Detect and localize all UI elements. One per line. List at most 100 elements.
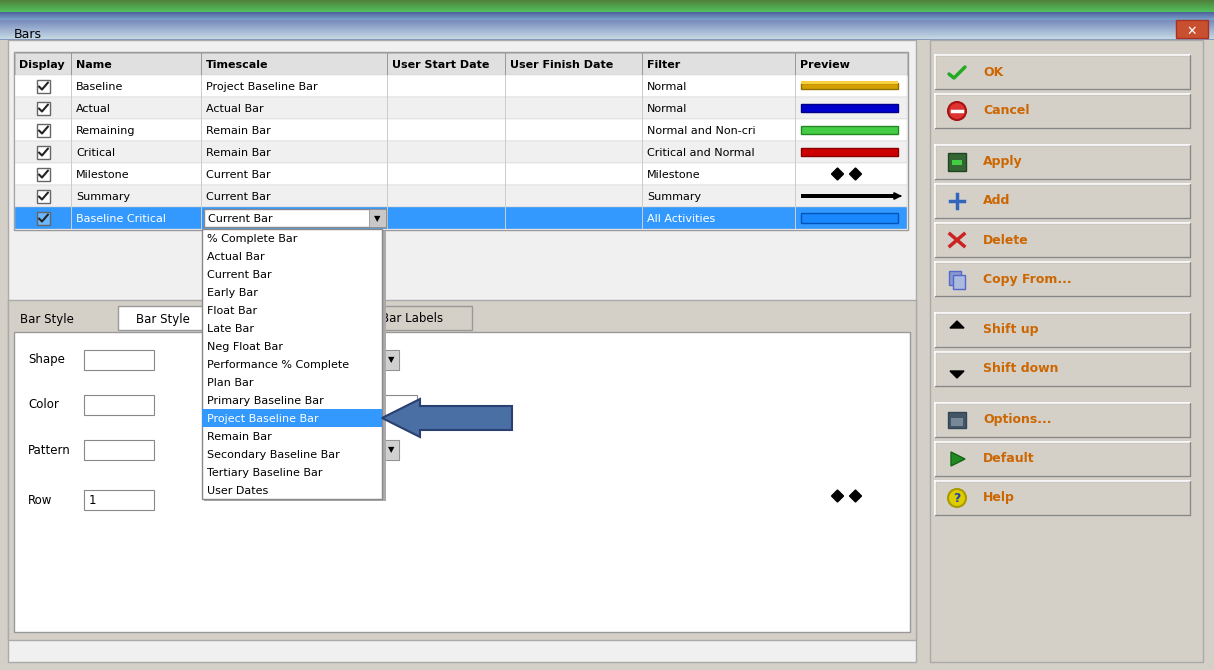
- Bar: [382, 350, 399, 370]
- Text: Color: Color: [28, 399, 58, 411]
- Polygon shape: [382, 399, 512, 437]
- Bar: [204, 209, 386, 227]
- Bar: [935, 262, 1190, 296]
- Bar: [202, 229, 382, 499]
- Bar: [0, 23, 1214, 24]
- Bar: [0, 7, 1214, 8]
- Text: Actual Bar: Actual Bar: [206, 104, 263, 114]
- Bar: [801, 81, 898, 84]
- Text: OK: OK: [983, 66, 1003, 78]
- Bar: [949, 271, 961, 285]
- Text: Tertiary Baseline Bar: Tertiary Baseline Bar: [208, 468, 323, 478]
- Bar: [210, 306, 350, 330]
- Text: Name: Name: [76, 60, 112, 70]
- Bar: [0, 24, 1214, 25]
- Bar: [0, 39, 1214, 40]
- Text: Filter: Filter: [647, 60, 680, 70]
- Text: Delete: Delete: [983, 234, 1028, 247]
- Bar: [935, 481, 1190, 515]
- Text: Plan Bar: Plan Bar: [208, 378, 254, 388]
- Bar: [0, 27, 1214, 28]
- Bar: [0, 33, 1214, 34]
- Bar: [369, 209, 386, 227]
- Bar: [334, 440, 399, 460]
- Bar: [8, 300, 917, 640]
- Bar: [0, 13, 1214, 14]
- Bar: [801, 83, 898, 89]
- Bar: [0, 8, 1214, 9]
- Bar: [0, 26, 1214, 27]
- Text: Pattern: Pattern: [28, 444, 70, 456]
- Bar: [0, 3, 1214, 4]
- Text: Actual Bar: Actual Bar: [208, 252, 265, 262]
- Polygon shape: [832, 168, 844, 180]
- Text: User Finish Date: User Finish Date: [510, 60, 613, 70]
- Bar: [1176, 20, 1208, 38]
- Text: Bar Style: Bar Style: [19, 312, 74, 326]
- Text: Milestone: Milestone: [76, 170, 130, 180]
- Bar: [0, 19, 1214, 20]
- Bar: [0, 9, 1214, 10]
- Text: Critical and Normal: Critical and Normal: [647, 148, 755, 158]
- Bar: [935, 184, 1190, 218]
- Text: Timescale: Timescale: [206, 60, 268, 70]
- Bar: [0, 11, 1214, 12]
- Text: Project Baseline Bar: Project Baseline Bar: [206, 82, 318, 92]
- Bar: [352, 306, 472, 330]
- Text: Options...: Options...: [983, 413, 1051, 427]
- Bar: [36, 80, 50, 92]
- Bar: [118, 306, 208, 330]
- Bar: [0, 6, 1214, 7]
- Text: Bar Settings: Bar Settings: [244, 312, 317, 326]
- Text: Bars: Bars: [15, 27, 42, 40]
- Bar: [352, 395, 416, 415]
- Bar: [0, 0, 1214, 1]
- Bar: [801, 148, 898, 156]
- Bar: [948, 412, 966, 428]
- Bar: [270, 440, 334, 460]
- Bar: [0, 20, 1214, 21]
- Circle shape: [948, 489, 966, 507]
- Bar: [935, 223, 1190, 257]
- Bar: [15, 207, 907, 229]
- Text: Current Bar: Current Bar: [208, 214, 273, 224]
- Bar: [382, 440, 399, 460]
- Bar: [334, 350, 399, 370]
- Bar: [948, 153, 966, 171]
- Polygon shape: [850, 168, 862, 180]
- Text: Critical: Critical: [76, 148, 115, 158]
- Text: Remain Bar: Remain Bar: [206, 126, 271, 136]
- Circle shape: [948, 102, 966, 120]
- Text: Baseline Critical: Baseline Critical: [76, 214, 166, 224]
- Bar: [935, 442, 1190, 476]
- Bar: [0, 2, 1214, 3]
- Text: Early Bar: Early Bar: [208, 288, 257, 298]
- Text: ?: ?: [953, 492, 960, 505]
- Text: Remain Bar: Remain Bar: [206, 148, 271, 158]
- Bar: [8, 40, 917, 662]
- Bar: [15, 97, 907, 119]
- Text: Help: Help: [983, 492, 1015, 505]
- Bar: [270, 395, 334, 415]
- Text: 1: 1: [89, 494, 96, 507]
- Bar: [36, 190, 50, 202]
- Text: Row: Row: [28, 494, 52, 507]
- Bar: [930, 40, 1203, 662]
- Bar: [935, 352, 1190, 386]
- Text: ▼: ▼: [387, 356, 395, 364]
- Text: Preview: Preview: [800, 60, 850, 70]
- Bar: [0, 35, 1214, 36]
- Bar: [15, 75, 907, 97]
- Bar: [0, 39, 1214, 40]
- Bar: [953, 275, 965, 289]
- Text: Bar Labels: Bar Labels: [381, 312, 443, 326]
- Bar: [204, 231, 386, 501]
- Bar: [0, 38, 1214, 39]
- Text: Summary: Summary: [647, 192, 702, 202]
- Bar: [0, 21, 1214, 22]
- Text: User Start Date: User Start Date: [392, 60, 489, 70]
- Text: Actual: Actual: [76, 104, 110, 114]
- Bar: [270, 350, 334, 370]
- Text: ▼: ▼: [323, 446, 329, 454]
- Bar: [951, 418, 963, 426]
